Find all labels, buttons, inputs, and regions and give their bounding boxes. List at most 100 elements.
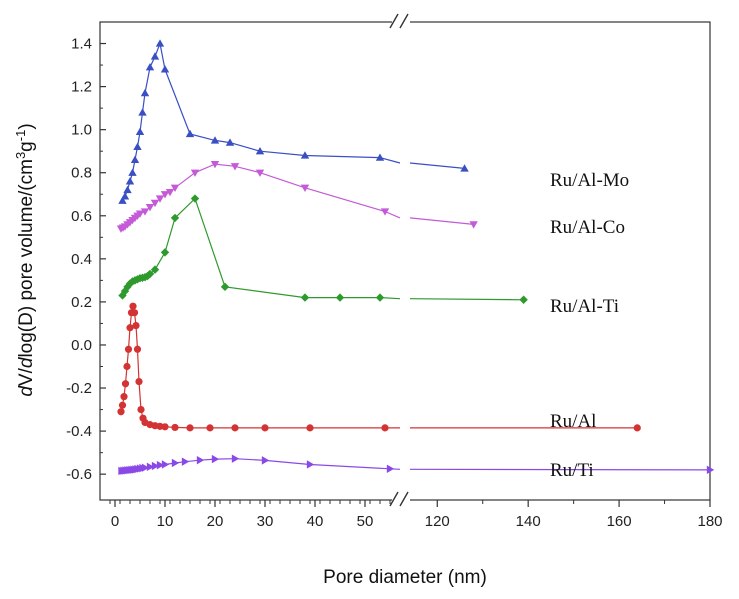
data-point-marker: [300, 151, 310, 159]
y-axis-title-part: V/: [16, 367, 37, 386]
series-ru-al-ti: [118, 194, 528, 304]
data-point-marker: [145, 204, 155, 212]
x-axis-ticks: 0 10 20 30 40 50 120 140 160 180: [109, 500, 723, 530]
data-point-marker: [140, 208, 150, 216]
data-point-marker: [155, 39, 165, 47]
data-point-marker: [124, 345, 133, 353]
data-point-marker: [171, 458, 180, 468]
data-point-marker: [210, 136, 220, 144]
data-point-marker: [170, 213, 180, 223]
y-tick-label: 0.4: [71, 251, 92, 268]
y-tick-label: -0.2: [66, 380, 92, 397]
y-tick-label: 0.6: [71, 208, 92, 225]
data-point-marker: [151, 461, 160, 471]
data-point-marker: [211, 454, 220, 464]
series-label: Ru/Al-Co: [550, 217, 625, 238]
y-axis-title-part: 3: [13, 152, 28, 159]
data-point-marker: [160, 248, 170, 257]
data-point-marker: [133, 345, 142, 353]
series-ru-al: [117, 302, 641, 432]
data-point-marker: [220, 282, 230, 292]
data-point-marker: [146, 462, 155, 472]
data-point-marker: [145, 269, 155, 279]
y-tick-label: 0.0: [71, 337, 92, 354]
data-point-marker: [125, 177, 135, 185]
data-point-marker: [255, 169, 265, 177]
data-point-marker: [375, 153, 385, 161]
data-point-marker: [133, 142, 142, 151]
data-point-marker: [126, 324, 134, 332]
data-point-marker: [120, 393, 128, 401]
data-point-marker: [137, 405, 145, 414]
data-point-marker: [335, 293, 345, 302]
series-label: Ru/Al-Mo: [550, 170, 629, 191]
data-point-marker: [135, 377, 143, 386]
data-point-marker: [132, 321, 140, 330]
y-tick-label: 0.2: [71, 294, 92, 311]
series-labels: Ru/Al-Mo Ru/Al-Co Ru/Al-Ti Ru/Al Ru/Ti: [550, 170, 629, 481]
series-ru-ti: [118, 454, 715, 476]
data-point-marker: [138, 108, 147, 116]
x-tick-label: 140: [516, 513, 541, 530]
data-point-marker: [306, 460, 315, 469]
y-axis-title-part: d: [16, 385, 37, 397]
series-label: Ru/Al: [550, 411, 596, 432]
y-axis-title-part: g: [16, 141, 37, 152]
x-tick-label: 0: [111, 513, 119, 530]
data-point-marker: [261, 456, 270, 465]
series-label: Ru/Ti: [550, 460, 594, 481]
data-point-marker: [190, 194, 200, 203]
data-point-marker: [469, 221, 478, 229]
data-point-marker: [120, 192, 130, 200]
data-point-marker: [160, 191, 170, 199]
series-line: [121, 197, 380, 299]
y-axis-title-part: ): [16, 123, 37, 129]
data-point-marker: [231, 424, 239, 432]
data-point-marker: [161, 460, 170, 469]
data-point-marker: [255, 146, 265, 155]
y-tick-label: 1.2: [71, 79, 92, 96]
data-point-marker: [141, 463, 150, 472]
y-axis-title: dV/dlog(D) pore volume/(cm3g-1): [13, 123, 38, 396]
data-point-marker: [460, 164, 469, 172]
data-point-marker: [306, 424, 314, 432]
data-point-marker: [121, 380, 130, 388]
data-point-marker: [706, 465, 715, 475]
series-ru-al-mo: [118, 39, 469, 204]
x-tick-label: 20: [207, 513, 224, 530]
y-tick-label: 1.0: [71, 122, 92, 139]
data-point-marker: [129, 302, 137, 310]
data-point-marker: [386, 464, 395, 473]
data-point-marker: [150, 199, 160, 208]
series-line-break-segment: [379, 297, 524, 301]
data-point-marker: [160, 65, 170, 73]
y-axis-title-part: log(D) pore volume/(cm: [16, 159, 37, 358]
data-point-marker: [135, 210, 145, 218]
data-point-marker: [165, 188, 175, 197]
data-point-marker: [185, 129, 195, 138]
axis-break-marks: [389, 13, 409, 507]
data-point-marker: [519, 295, 528, 304]
series-line: [121, 41, 381, 202]
data-point-marker: [186, 424, 194, 432]
data-point-marker: [231, 454, 240, 463]
series-label: Ru/Al-Ti: [550, 296, 619, 317]
data-point-marker: [206, 424, 214, 432]
data-point-marker: [380, 208, 390, 216]
data-point-marker: [300, 293, 310, 302]
data-point-marker: [225, 138, 235, 146]
x-tick-label: 180: [697, 513, 722, 530]
data-point-marker: [633, 424, 641, 432]
data-point-marker: [130, 155, 140, 163]
data-point-marker: [300, 184, 310, 192]
data-point-marker: [156, 460, 165, 470]
series-line: [120, 306, 385, 429]
x-axis-title: Pore diameter (nm): [323, 567, 487, 588]
series-ru-al-co: [116, 160, 478, 233]
series-layer: [116, 39, 715, 476]
data-point-marker: [381, 424, 389, 432]
x-tick-label: 120: [425, 513, 450, 530]
x-tick-label: 40: [307, 513, 324, 530]
x-tick-label: 30: [257, 513, 274, 530]
